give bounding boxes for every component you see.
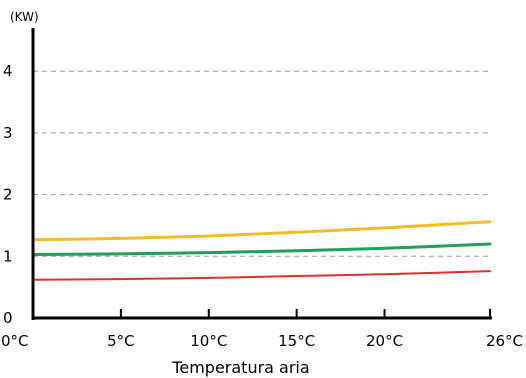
y-tick-label: 1 (3, 247, 13, 265)
y-axis-unit-label: (KW) (10, 10, 39, 24)
y-tick-label: 2 (3, 186, 13, 204)
y-tick-label: 4 (3, 62, 13, 80)
x-tick-label: 20°C (366, 332, 403, 350)
x-tick-label: 15°C (278, 332, 315, 350)
x-tick-label: 5°C (107, 332, 135, 350)
series-line-3 (32, 270, 491, 281)
y-tick-label: 0 (3, 309, 13, 327)
y-tick-labels: 0 1 2 3 4 (3, 62, 13, 327)
grid-lines (33, 70, 490, 257)
x-tick-label: 0°C (1, 332, 29, 350)
x-tick-labels: 0°C 5°C 10°C 15°C 20°C 26°C (1, 332, 523, 350)
series-line-2 (31, 242, 492, 256)
series-line-1 (31, 220, 492, 242)
x-tick-label: 10°C (190, 332, 227, 350)
y-tick-label: 3 (3, 124, 13, 142)
axes (31, 28, 492, 320)
x-tick-label: 26°C (486, 332, 523, 350)
x-axis-label: Temperatura aria (171, 358, 309, 377)
series-group (31, 220, 492, 281)
